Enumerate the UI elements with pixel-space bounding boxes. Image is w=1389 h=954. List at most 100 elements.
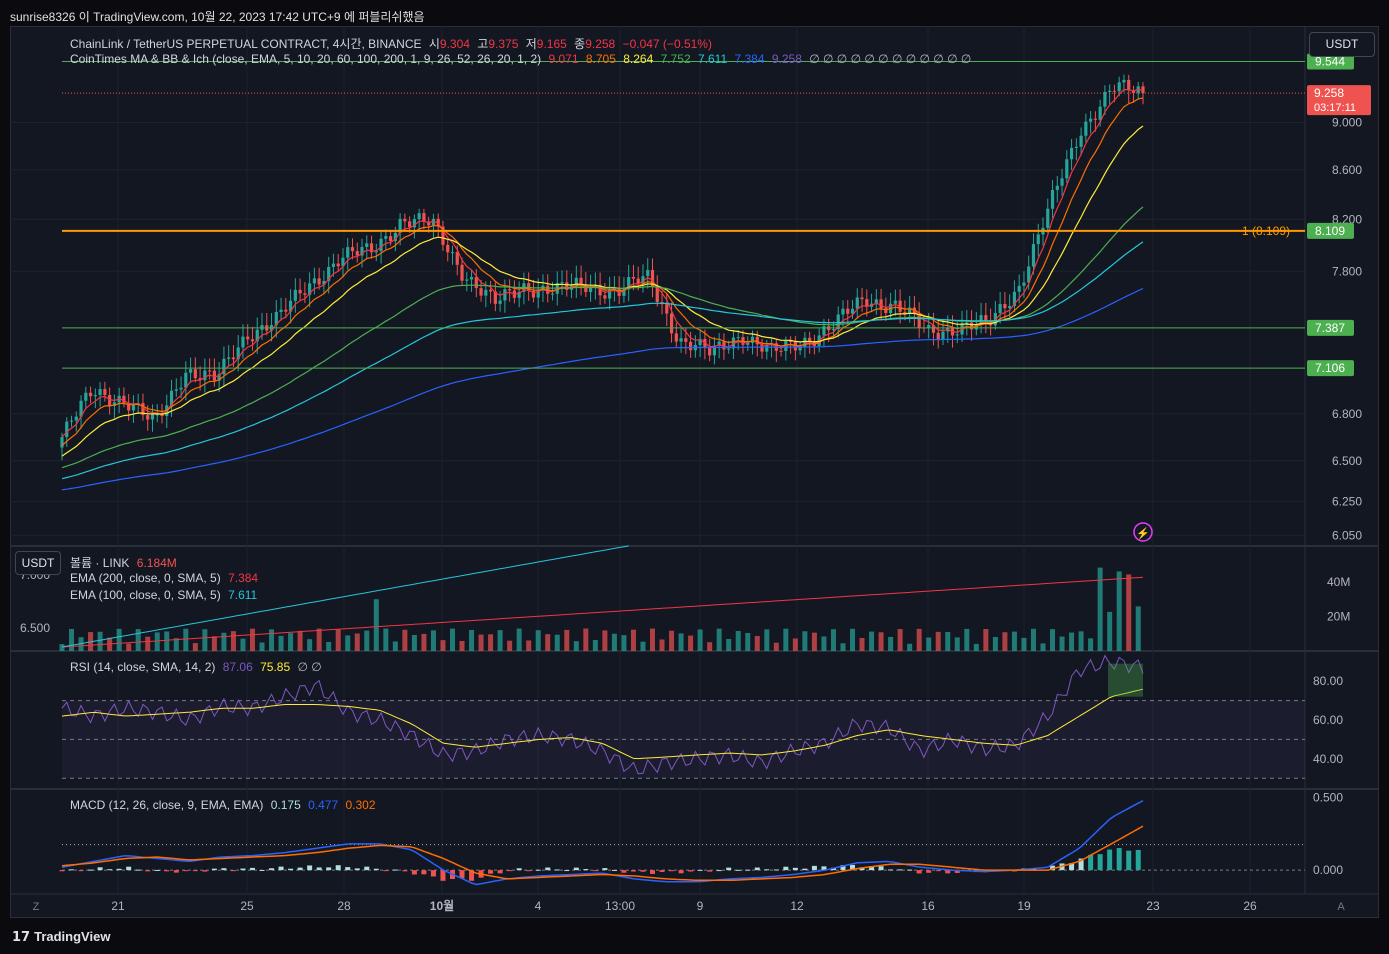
candle-body	[765, 345, 769, 352]
volume-bar	[449, 628, 455, 651]
time-axis-label: 25	[240, 899, 254, 913]
macd-hist-bar	[792, 867, 798, 871]
volume-bar	[259, 642, 265, 651]
candle-body	[517, 291, 521, 298]
candle-body	[1036, 234, 1040, 245]
volume-bar	[583, 628, 589, 651]
candle-body	[879, 299, 883, 309]
candle-body	[188, 369, 193, 373]
candle-body	[336, 263, 340, 267]
candle-body	[722, 341, 726, 350]
rsi-axis-label: 60.00	[1313, 713, 1343, 727]
volume-bar	[907, 643, 913, 651]
macd-hist-bar	[888, 869, 894, 871]
macd-hist-bar	[116, 868, 122, 871]
tradingview-logo-text: TradingView	[34, 929, 111, 944]
macd-hist-bar	[211, 868, 217, 871]
macd-hist-bar	[326, 867, 332, 871]
volume-bar	[126, 643, 132, 651]
volume-bar	[735, 630, 741, 651]
candle-body	[317, 278, 321, 285]
level-price-tag	[1307, 53, 1354, 70]
open-value: 9.304	[439, 37, 470, 51]
chart-canvas[interactable]: 21 25 28 10월 4 13:00 9 12 16 19 23 26 Z A 9.000 8.600 8.…	[10, 26, 1379, 918]
candle-body	[636, 278, 640, 284]
ema200-overlay-line	[61, 576, 1144, 648]
tradingview-logo-icon: 𝟭𝟳	[12, 930, 31, 945]
candle-body	[1003, 303, 1007, 309]
volume-bar	[526, 640, 532, 651]
candle-body	[627, 277, 631, 290]
candle-body	[917, 314, 921, 328]
macd-hist-bar	[402, 870, 408, 872]
macd-hist-bar	[821, 866, 827, 871]
candles	[60, 74, 1145, 461]
volume-bar	[116, 628, 122, 651]
volume-bar	[888, 636, 894, 651]
candle-body	[84, 392, 88, 401]
candle-body	[308, 283, 312, 295]
left-currency-button[interactable]: USDT	[15, 551, 61, 575]
macd-hist-bar	[364, 866, 370, 871]
candle-body	[860, 297, 864, 300]
candle-body	[408, 221, 412, 228]
candle-body	[836, 314, 840, 330]
candle-body	[760, 344, 764, 352]
candle-body	[1131, 90, 1136, 94]
macd-hist-bar	[669, 870, 675, 872]
candle-body	[288, 300, 293, 312]
candle-body	[1031, 244, 1036, 267]
macd-hist-bar	[1116, 848, 1122, 871]
ma-value-1: 9.071	[548, 52, 579, 66]
main-legend: ChainLink / TetherUS PERPETUAL CONTRACT,…	[70, 35, 716, 52]
level-annotation: 1 (8.109)	[1242, 224, 1290, 238]
candle-body	[665, 304, 669, 314]
candle-body	[703, 338, 707, 348]
candle-body	[560, 282, 564, 284]
ema100-overlay-line	[61, 545, 629, 648]
volume-bar	[402, 629, 408, 651]
candle-body	[717, 341, 721, 346]
candle-body	[650, 269, 655, 287]
macd-hist-bar	[97, 867, 103, 871]
volume-bar	[745, 632, 751, 651]
currency-button[interactable]: USDT	[1309, 32, 1375, 57]
volume-bar	[792, 638, 798, 651]
candle-body	[222, 358, 226, 375]
volume-bar	[916, 628, 922, 651]
volume-bar	[611, 633, 617, 651]
volume-bar	[345, 635, 351, 651]
macd-hist-bar	[1126, 850, 1132, 871]
open-label: 시	[428, 37, 440, 51]
macd-hist-bar	[840, 865, 846, 871]
candle-body	[322, 280, 326, 285]
candle-body	[727, 348, 731, 350]
volume-bar	[183, 628, 189, 651]
close-value: 9.258	[585, 37, 616, 51]
auto-scale-icon: A	[1337, 901, 1345, 913]
volume-bar	[1107, 611, 1113, 651]
candle-body	[350, 247, 355, 252]
candle-body	[898, 300, 902, 312]
left-axis-label: 6.500	[20, 621, 50, 635]
volume-bar	[326, 642, 332, 651]
macd-hist-bar	[69, 869, 75, 871]
candle-body	[846, 308, 850, 314]
ema5-line	[61, 88, 1144, 438]
time-axis-label: 21	[111, 899, 125, 913]
volume-value: 6.184M	[136, 556, 177, 570]
current-price-tag	[1307, 85, 1371, 116]
volume-bar	[897, 629, 903, 651]
candle-body	[131, 404, 136, 411]
volume-bar	[840, 643, 846, 651]
candle-body	[941, 331, 945, 340]
ma-value-6: 7.384	[734, 52, 765, 66]
low-label: 저	[525, 37, 537, 51]
tradingview-logo[interactable]: 𝟭𝟳 TradingView	[12, 929, 110, 945]
volume-bar	[964, 628, 970, 651]
volume-bar	[811, 632, 817, 651]
candle-body	[646, 269, 650, 277]
candle-body	[327, 266, 331, 281]
volume-bar	[497, 630, 503, 651]
volume-bar	[173, 638, 179, 651]
